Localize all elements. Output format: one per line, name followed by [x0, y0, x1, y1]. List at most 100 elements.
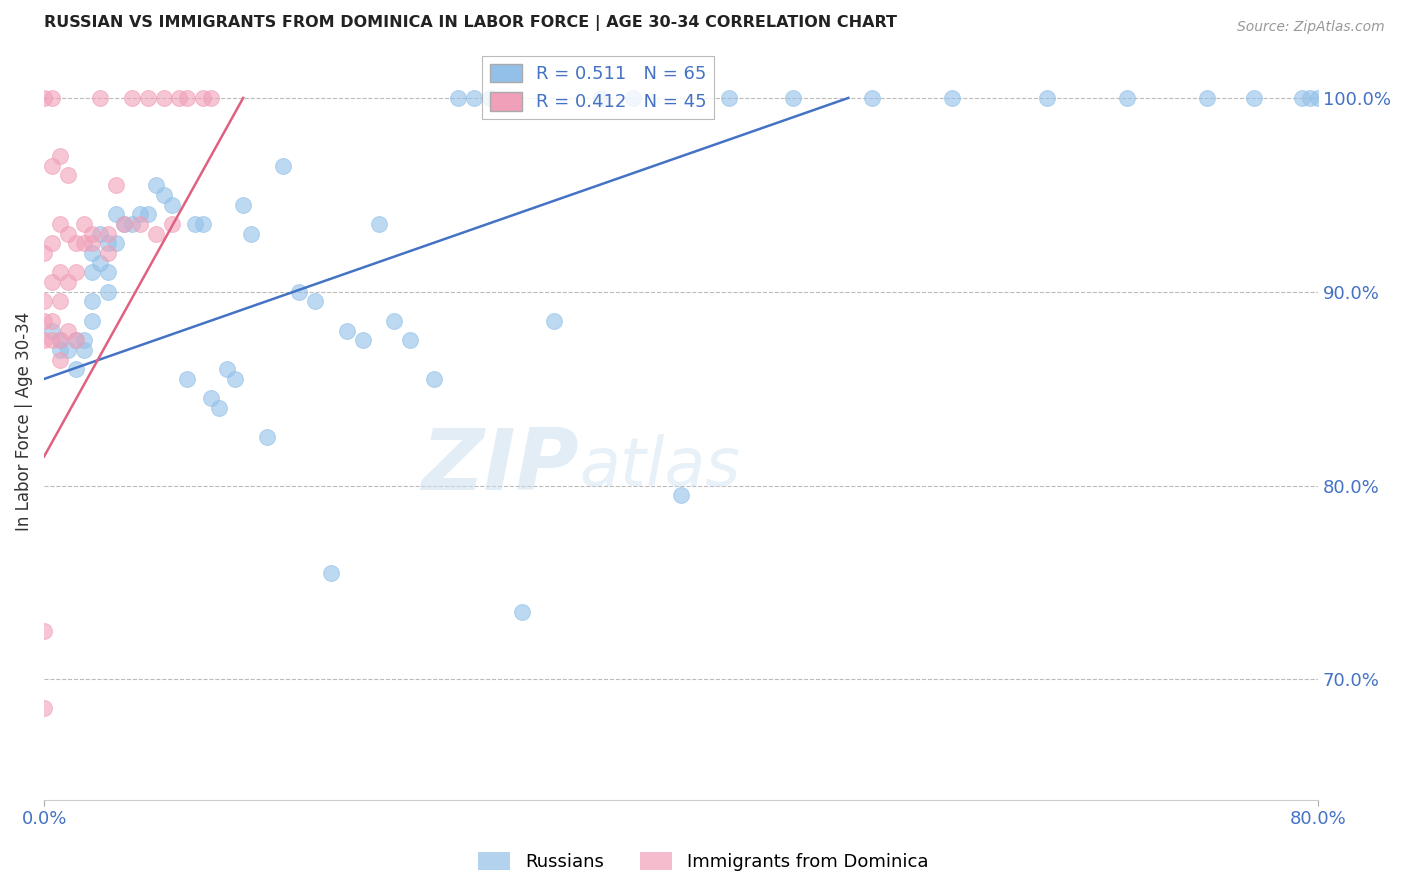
Point	[104, 236, 127, 251]
Point	[49, 294, 72, 309]
Point	[32, 333, 55, 347]
Point	[152, 187, 174, 202]
Point	[240, 227, 263, 241]
Point	[65, 333, 87, 347]
Text: Source: ZipAtlas.com: Source: ZipAtlas.com	[1237, 20, 1385, 34]
Point	[49, 333, 72, 347]
Point	[399, 333, 422, 347]
Legend: Russians, Immigrants from Dominica: Russians, Immigrants from Dominica	[471, 845, 935, 879]
Point	[232, 197, 254, 211]
Point	[136, 91, 159, 105]
Point	[1291, 91, 1313, 105]
Point	[447, 91, 470, 105]
Point	[510, 605, 533, 619]
Point	[200, 91, 222, 105]
Point	[32, 246, 55, 260]
Point	[176, 372, 198, 386]
Point	[121, 217, 143, 231]
Point	[1308, 91, 1330, 105]
Point	[80, 294, 103, 309]
Point	[41, 314, 63, 328]
Point	[32, 701, 55, 715]
Point	[65, 265, 87, 279]
Point	[104, 207, 127, 221]
Point	[367, 217, 389, 231]
Point	[80, 246, 103, 260]
Point	[41, 236, 63, 251]
Point	[56, 343, 79, 357]
Point	[121, 91, 143, 105]
Point	[782, 91, 804, 105]
Point	[97, 265, 120, 279]
Point	[463, 91, 485, 105]
Point	[1195, 91, 1218, 105]
Point	[200, 392, 222, 406]
Text: ZIP: ZIP	[422, 425, 579, 508]
Point	[304, 294, 326, 309]
Point	[1036, 91, 1059, 105]
Point	[384, 314, 406, 328]
Point	[73, 217, 96, 231]
Point	[128, 207, 150, 221]
Point	[97, 227, 120, 241]
Point	[80, 265, 103, 279]
Point	[256, 430, 278, 444]
Point	[97, 246, 120, 260]
Point	[1299, 91, 1322, 105]
Point	[128, 217, 150, 231]
Point	[319, 566, 342, 580]
Point	[65, 236, 87, 251]
Point	[145, 227, 167, 241]
Point	[73, 236, 96, 251]
Point	[543, 314, 565, 328]
Point	[160, 217, 183, 231]
Point	[717, 91, 740, 105]
Point	[56, 227, 79, 241]
Point	[41, 324, 63, 338]
Point	[479, 91, 502, 105]
Point	[352, 333, 374, 347]
Point	[80, 236, 103, 251]
Point	[1116, 91, 1139, 105]
Point	[136, 207, 159, 221]
Point	[56, 275, 79, 289]
Point	[89, 255, 111, 269]
Point	[217, 362, 239, 376]
Point	[41, 159, 63, 173]
Point	[73, 343, 96, 357]
Point	[49, 217, 72, 231]
Point	[169, 91, 191, 105]
Point	[1243, 91, 1265, 105]
Text: RUSSIAN VS IMMIGRANTS FROM DOMINICA IN LABOR FORCE | AGE 30-34 CORRELATION CHART: RUSSIAN VS IMMIGRANTS FROM DOMINICA IN L…	[44, 15, 897, 31]
Point	[49, 149, 72, 163]
Point	[669, 488, 692, 502]
Point	[73, 333, 96, 347]
Point	[336, 324, 359, 338]
Point	[941, 91, 963, 105]
Text: atlas: atlas	[579, 434, 741, 500]
Legend: R = 0.511   N = 65, R = 0.412   N = 45: R = 0.511 N = 65, R = 0.412 N = 45	[482, 56, 714, 119]
Point	[32, 294, 55, 309]
Point	[112, 217, 135, 231]
Point	[49, 265, 72, 279]
Point	[160, 197, 183, 211]
Point	[80, 227, 103, 241]
Point	[423, 372, 446, 386]
Point	[89, 91, 111, 105]
Point	[56, 324, 79, 338]
Point	[97, 285, 120, 299]
Point	[176, 91, 198, 105]
Point	[80, 314, 103, 328]
Point	[193, 91, 215, 105]
Point	[184, 217, 207, 231]
Point	[32, 624, 55, 638]
Point	[49, 352, 72, 367]
Point	[112, 217, 135, 231]
Point	[65, 333, 87, 347]
Point	[271, 159, 294, 173]
Point	[49, 333, 72, 347]
Point	[49, 343, 72, 357]
Y-axis label: In Labor Force | Age 30-34: In Labor Force | Age 30-34	[15, 312, 32, 532]
Point	[32, 91, 55, 105]
Point	[41, 333, 63, 347]
